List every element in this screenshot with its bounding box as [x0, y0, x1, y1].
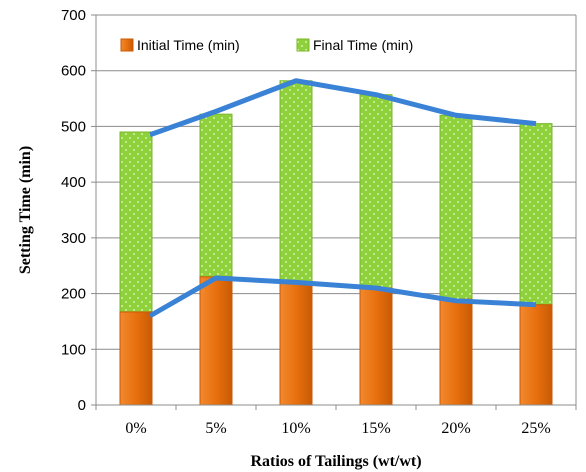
- y-tick-label: 100: [61, 341, 86, 358]
- x-tick-label: 20%: [441, 420, 470, 437]
- y-tick-label: 200: [61, 286, 86, 303]
- y-tick-label: 500: [61, 118, 86, 135]
- bar-initial-time: [519, 304, 553, 406]
- bar-final-time: [439, 114, 473, 300]
- gridlines: [96, 14, 576, 350]
- y-axis-title: Setting Time (min): [17, 146, 34, 274]
- y-tick-labels: 0 100 200 300 400 500 600 700: [61, 7, 86, 414]
- x-tick-label: 10%: [281, 420, 310, 437]
- legend: Initial Time (min) Final Time (min): [120, 37, 413, 53]
- trend-line-final: [149, 78, 537, 138]
- x-axis-title: Ratios of Tailings (wt/wt): [250, 453, 421, 470]
- legend-swatch-initial: [120, 38, 134, 52]
- legend-swatch-final: [296, 38, 310, 52]
- bars: [119, 80, 553, 406]
- bar-initial-time: [439, 298, 473, 406]
- bar-initial-time: [279, 281, 313, 406]
- legend-label-final: Final Time (min): [313, 37, 413, 53]
- bar-final-time: [519, 123, 553, 306]
- x-tick-labels: 0% 5% 10% 15% 20% 25%: [125, 420, 550, 437]
- y-tick-label: 0: [78, 397, 86, 414]
- bar-initial-time: [119, 311, 153, 406]
- x-tick-label: 5%: [205, 420, 226, 437]
- legend-label-initial: Initial Time (min): [137, 37, 240, 53]
- bar-final-time: [119, 131, 153, 313]
- bar-final-time: [199, 113, 233, 278]
- bar-initial-time: [359, 287, 393, 406]
- bar-final-time: [279, 80, 313, 283]
- trend-lines: [148, 78, 537, 319]
- bar-initial-time: [199, 276, 233, 406]
- y-tick-label: 300: [61, 230, 86, 247]
- y-tick-label: 600: [61, 63, 86, 80]
- bar-final-time: [359, 94, 393, 289]
- x-tick-label: 15%: [361, 420, 390, 437]
- y-tick-label: 400: [61, 174, 86, 191]
- x-tick-label: 0%: [125, 420, 146, 437]
- y-tick-label: 700: [61, 7, 86, 24]
- x-tick-label: 25%: [521, 420, 550, 437]
- trend-line-initial: [148, 275, 537, 319]
- axes: [91, 14, 577, 410]
